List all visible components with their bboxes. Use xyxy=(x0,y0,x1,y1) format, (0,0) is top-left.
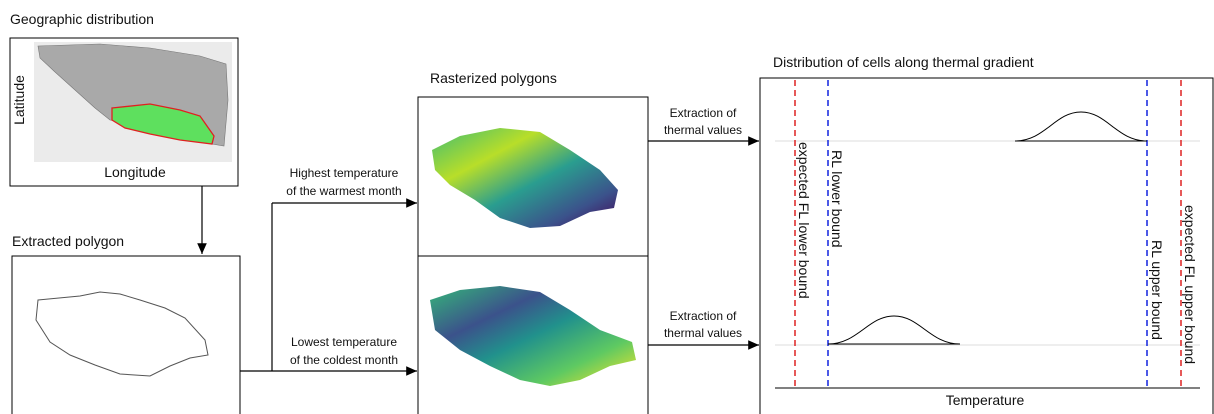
arrow-label: of the warmest month xyxy=(286,184,401,198)
bound-label: expected FL lower bound xyxy=(796,142,812,299)
bound-label: RL lower bound xyxy=(829,150,845,248)
axis-label: Longitude xyxy=(104,164,166,180)
panel-box xyxy=(12,256,240,414)
bound-label: RL upper bound xyxy=(1149,240,1165,340)
bound-label: expected FL upper bound xyxy=(1182,205,1198,364)
axis-label: Latitude xyxy=(11,75,27,125)
axis-label: Temperature xyxy=(946,392,1025,408)
panel-title: Extracted polygon xyxy=(12,233,124,249)
panel-title: Rasterized polygons xyxy=(430,70,557,86)
arrow-label: Lowest temperature xyxy=(291,335,397,349)
arrow-label: thermal values xyxy=(664,123,742,137)
panel-title: Distribution of cells along thermal grad… xyxy=(773,54,1034,70)
panel-title: Geographic distribution xyxy=(10,11,154,27)
arrow-label: Highest temperature xyxy=(290,166,399,180)
arrow-label: thermal values xyxy=(664,326,742,340)
arrow-label: of the coldest month xyxy=(290,353,398,367)
diagram: Geographic distribution Latitude Longitu… xyxy=(0,0,1214,414)
arrow-label: Extraction of xyxy=(670,309,737,323)
arrow-label: Extraction of xyxy=(670,106,737,120)
